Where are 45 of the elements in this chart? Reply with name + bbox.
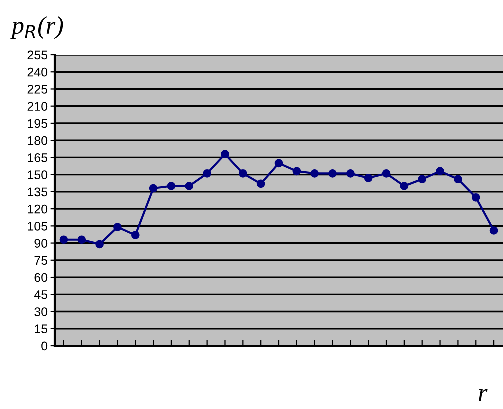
y-tick-label: 90: [34, 239, 48, 248]
y-tick-label: 225: [28, 85, 48, 94]
y-tick-label: 210: [28, 102, 48, 112]
point: [310, 170, 320, 178]
y-tick-label: 45: [34, 290, 48, 300]
y-tick-label: 120: [28, 204, 48, 214]
point: [185, 182, 194, 190]
point: [149, 184, 158, 193]
point: [454, 175, 462, 184]
y-tick-label: 30: [34, 308, 48, 316]
y-tick-label: 180: [28, 136, 48, 146]
point: [364, 174, 373, 182]
point: [238, 170, 248, 178]
point: [328, 170, 337, 178]
point: [167, 182, 176, 190]
point: [274, 159, 284, 168]
point: [60, 236, 68, 244]
point: [400, 182, 409, 190]
point: [114, 223, 122, 232]
y-tick-label: 75: [34, 256, 48, 266]
point: [472, 193, 480, 202]
point: [292, 167, 302, 176]
point: [96, 240, 104, 249]
point: [436, 167, 444, 176]
x-axis-title: r: [479, 389, 488, 402]
point: [256, 180, 266, 188]
y-tick-label: 150: [28, 170, 48, 180]
point: [382, 170, 391, 178]
y-tick-label: 255: [28, 50, 48, 60]
point: [131, 231, 140, 240]
point: [490, 226, 498, 235]
y-tick-label: 240: [28, 68, 48, 77]
y-tick-label: 135: [28, 188, 48, 197]
point: [418, 175, 427, 184]
y-tick-label: 15: [35, 324, 48, 334]
y-tick-label: 60: [34, 273, 48, 282]
y-tick-label: 0: [42, 342, 48, 351]
point: [346, 170, 355, 178]
point: [203, 170, 212, 178]
y-tick-label: 165: [28, 154, 48, 162]
chart-title: p$_{R}$(r): [10, 16, 64, 40]
point: [78, 236, 86, 244]
y-tick-label: 105: [28, 222, 48, 231]
y-tick-label: 195: [28, 119, 48, 128]
point: [221, 150, 230, 158]
